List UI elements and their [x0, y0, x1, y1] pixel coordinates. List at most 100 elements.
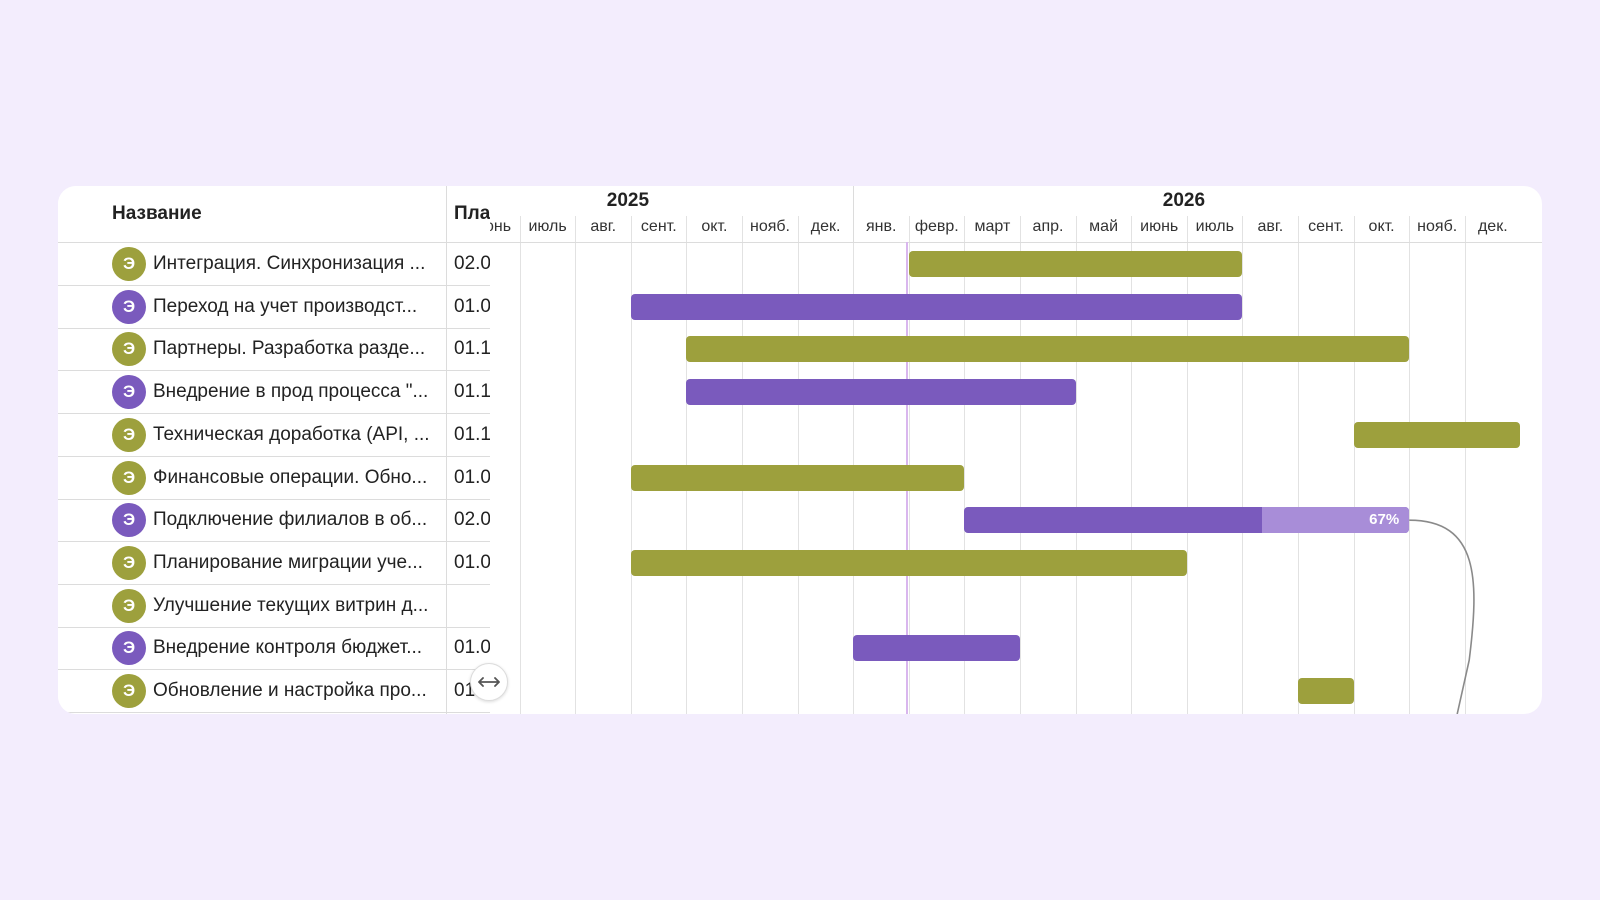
month-gridline: [1020, 216, 1021, 714]
month-label: окт.: [1368, 218, 1395, 235]
task-name[interactable]: Техническая доработка (API, ...: [153, 423, 430, 445]
task-plan-date: 01.0: [454, 637, 490, 659]
task-type-badge: Э: [112, 545, 146, 580]
gantt-bar[interactable]: 67%: [964, 507, 1410, 534]
month-gridline: [1353, 216, 1355, 714]
task-type-badge: Э: [112, 332, 146, 367]
gantt-bar[interactable]: [630, 549, 1187, 576]
timeline-header-line: [490, 242, 1542, 243]
gantt-card: Название Пла Э Интеграция. Синхронизация …: [58, 186, 1542, 714]
month-label: окт.: [701, 218, 728, 235]
gantt-bar[interactable]: [1298, 678, 1354, 704]
column-header-plan[interactable]: Пла: [454, 203, 490, 224]
month-label: сент.: [640, 218, 677, 235]
month-gridline: [1186, 216, 1188, 714]
dependency-connector: [1409, 519, 1475, 714]
month-label: дек.: [810, 218, 841, 235]
task-name[interactable]: Планирование миграции уче...: [153, 551, 423, 573]
table-row[interactable]: Э Подключение филиалов в об... 02.0: [58, 499, 490, 543]
month-label: март: [974, 218, 1011, 235]
table-row[interactable]: Э Обновление и настройка про... 01: [58, 670, 490, 713]
task-name[interactable]: Подключение филиалов в об...: [153, 509, 428, 531]
month-label: нояб.: [749, 218, 790, 235]
month-gridline: [519, 216, 521, 714]
table-row[interactable]: Э Переход на учет производст... 01.0: [58, 286, 490, 329]
month-label: авг.: [590, 218, 617, 235]
table-row[interactable]: Э Финансовые операции. Обно... 01.0: [58, 457, 490, 500]
year-label: 2026: [1162, 190, 1206, 211]
column-header-name[interactable]: Название: [112, 203, 202, 224]
month-label: июль: [1195, 218, 1234, 235]
task-name[interactable]: Обновление и настройка про...: [153, 680, 427, 701]
table-row[interactable]: Э Партнеры. Разработка разде... 01.1: [58, 328, 490, 372]
month-gridline: [1409, 216, 1411, 714]
table-row[interactable]: Э Улучшение текущих витрин д...: [58, 585, 490, 628]
task-name[interactable]: Внедрение в прод процесса "...: [153, 381, 429, 403]
table-header: Название Пла: [58, 186, 490, 243]
month-gridline: [575, 216, 577, 714]
bar-progress-label: 67%: [1369, 511, 1400, 529]
month-label: май: [1089, 218, 1119, 235]
task-plan-date: 01.1: [454, 338, 490, 360]
task-name[interactable]: Финансовые операции. Обно...: [153, 466, 428, 488]
task-name[interactable]: Внедрение контроля бюджет...: [153, 637, 423, 659]
gantt-bar[interactable]: [686, 336, 1410, 363]
year-label: 2025: [606, 190, 650, 211]
task-name[interactable]: Улучшение текущих витрин д...: [153, 594, 429, 616]
month-label: февр.: [914, 218, 959, 235]
resize-arrows-icon: [478, 677, 500, 687]
task-name[interactable]: Переход на учет производст...: [153, 295, 418, 317]
month-label: июль: [528, 218, 567, 235]
task-name[interactable]: Партнеры. Разработка разде...: [153, 338, 426, 360]
month-gridline: [1075, 216, 1077, 714]
task-type-badge: Э: [112, 631, 146, 666]
month-gridline: [964, 216, 966, 714]
year-separator: [853, 186, 855, 242]
task-plan-date: 01.1: [454, 423, 490, 445]
table-row[interactable]: Э Планирование миграции уче... 01.0: [58, 542, 490, 585]
task-type-badge: Э: [112, 417, 146, 452]
gantt-bar[interactable]: [1353, 421, 1521, 448]
month-gridline: [1298, 216, 1299, 714]
task-type-badge: Э: [112, 503, 146, 538]
task-plan-date: 01: [454, 680, 476, 701]
month-gridline: [1464, 216, 1466, 714]
task-type-badge: Э: [112, 289, 146, 324]
bar-progress-remaining: [1262, 507, 1410, 534]
month-label: сент.: [1308, 218, 1344, 235]
gantt-bar[interactable]: [686, 379, 1076, 406]
month-label: апр.: [1032, 218, 1064, 235]
month-label: янв.: [865, 218, 897, 235]
table-row[interactable]: Э Внедрение в прод процесса "... 01.1: [58, 371, 490, 415]
task-type-badge: Э: [112, 460, 146, 495]
month-gridline: [1242, 216, 1244, 714]
table-row[interactable]: Э Техническая доработка (API, ... 01.1: [58, 414, 490, 457]
gantt-bar[interactable]: [630, 464, 965, 491]
column-divider[interactable]: [446, 186, 447, 714]
month-label: дек.: [1477, 218, 1508, 235]
task-type-badge: Э: [112, 247, 146, 281]
table-row[interactable]: Э Интеграция. Синхронизация ... 02.0: [58, 243, 490, 286]
gantt-bar[interactable]: [908, 251, 1243, 277]
gantt-timeline: июнь июль авг. сент. окт. нояб. дек. янв. февр. м…: [473, 186, 1542, 714]
task-plan-date: 01.1: [454, 381, 490, 403]
task-plan-date: 02.0: [454, 509, 490, 531]
task-type-badge: Э: [112, 588, 146, 623]
dependency-line: [1409, 519, 1475, 714]
task-plan-date: 02.0: [454, 253, 490, 274]
table-row[interactable]: Э Внедрение контроля бюджет... 01.0: [58, 627, 490, 671]
task-table: Название Пла Э Интеграция. Синхронизация …: [58, 186, 490, 714]
task-plan-date: 01.0: [454, 466, 490, 488]
task-type-badge: Э: [112, 375, 146, 410]
month-gridline: [1131, 216, 1133, 714]
month-label: нояб.: [1417, 218, 1458, 235]
gantt-bar[interactable]: [853, 635, 1020, 662]
task-type-badge: Э: [112, 674, 146, 708]
month-gridline: [630, 216, 632, 714]
task-name[interactable]: Интеграция. Синхронизация ...: [153, 253, 426, 274]
gantt-bar[interactable]: [630, 293, 1243, 320]
panel-resize-handle[interactable]: [470, 663, 508, 701]
month-label: авг.: [1257, 218, 1284, 235]
task-plan-date: 01.0: [454, 551, 490, 573]
task-plan-date: 01.0: [454, 295, 490, 317]
